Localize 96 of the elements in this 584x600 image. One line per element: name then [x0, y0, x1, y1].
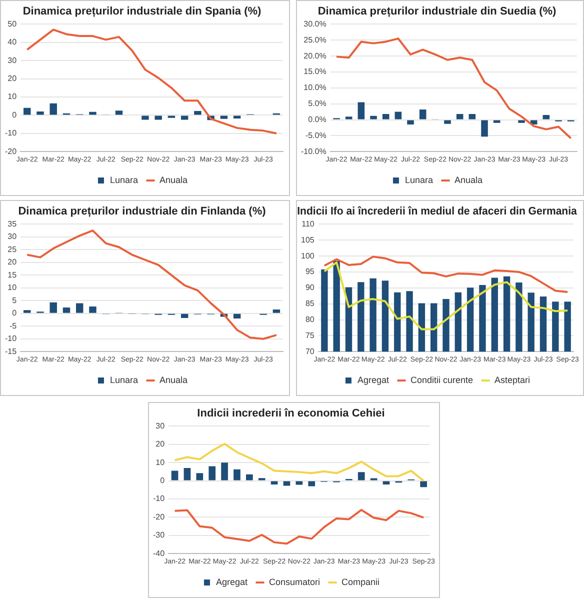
bar [233, 314, 241, 318]
y-tick-label: 80 [305, 314, 315, 324]
bar [382, 114, 390, 120]
y-tick-label: -10 [153, 494, 166, 504]
legend-label: Lunara [404, 174, 434, 185]
y-tick-label: 30.0% [304, 19, 326, 28]
bar [270, 481, 278, 484]
y-tick-label: 0.0% [308, 114, 326, 124]
y-tick-label: 25 [8, 244, 18, 254]
y-tick-label: 30 [8, 232, 18, 242]
bar [420, 481, 427, 488]
y-tick-label: 110 [302, 219, 315, 228]
bar [184, 468, 191, 480]
bar [180, 314, 188, 318]
y-tick-label: -20 [5, 146, 18, 156]
chart-title: Indicii Ifo ai încrederii în mediul de afaceri din Germania [297, 205, 578, 218]
y-tick-label: 15 [8, 270, 18, 280]
bar [444, 120, 451, 124]
bar [296, 481, 303, 485]
y-tick-label: -5 [9, 321, 18, 330]
legend-label: Asteptari [494, 374, 530, 385]
y-tick-label: -10 [5, 334, 18, 344]
chart-title: Dinamica prețurilor industriale din Finlanda (%) [18, 206, 266, 218]
chart-title: Dinamica prețurilor industriale din Suedia (%) [318, 6, 557, 18]
bar [419, 110, 426, 120]
legend-label: Lunara [110, 174, 138, 185]
bar [50, 302, 57, 313]
bar [246, 474, 253, 480]
bar [407, 120, 414, 125]
y-tick-label: 105 [300, 235, 315, 244]
chart-title: Indicii increderii în economia Cehiei [197, 408, 385, 420]
bar [456, 114, 464, 120]
y-tick-label: -10.0% [300, 146, 326, 156]
y-tick-label: 35 [8, 219, 18, 228]
y-tick-label: -30 [153, 530, 166, 540]
legend-label: Anuala [160, 374, 188, 385]
y-tick-label: -40 [153, 548, 166, 558]
legend-label: Anuala [160, 174, 188, 185]
legend-label: Companii [342, 576, 380, 587]
bar [382, 481, 390, 484]
y-tick-label: 0 [160, 476, 166, 486]
bar [62, 308, 70, 313]
legend-label: Agregat [216, 576, 248, 587]
y-tick-label: 50 [8, 19, 18, 28]
bar [234, 469, 240, 480]
bar [370, 116, 377, 120]
bar [394, 112, 402, 120]
bar [481, 120, 488, 137]
y-tick-label: 100 [300, 251, 315, 260]
bar [76, 303, 84, 313]
y-tick-label: -20 [153, 512, 166, 522]
bar [358, 102, 365, 120]
bar [272, 310, 280, 313]
bar [518, 120, 525, 123]
y-tick-label: 20 [156, 440, 166, 449]
legend-label: Anuala [454, 174, 483, 185]
y-tick-label: 85 [305, 299, 315, 308]
y-tick-label: -15 [5, 346, 18, 356]
bar [468, 114, 476, 120]
y-tick-label: 90 [305, 283, 315, 292]
y-tick-label: 10 [156, 458, 166, 467]
chart-title: Dinamica prețurilor industriale din Spania (%) [22, 6, 262, 18]
y-tick-label: 95 [305, 267, 315, 276]
bar [221, 462, 228, 480]
y-tick-label: 20 [8, 258, 18, 267]
y-tick-label: 30 [8, 56, 18, 65]
legend-label: Agregat [357, 374, 390, 385]
y-tick-label: 5 [12, 296, 18, 305]
y-tick-label: 10 [8, 283, 18, 292]
y-tick-label: 10.0% [304, 83, 326, 92]
y-tick-label: 10 [8, 92, 18, 102]
y-tick-label: 75 [305, 330, 315, 340]
y-tick-label: 20.0% [304, 51, 326, 60]
y-tick-label: 25.0% [304, 35, 326, 44]
y-tick-label: -5.0% [305, 130, 326, 140]
y-tick-label: -10 [5, 128, 18, 138]
y-tick-label: 0 [12, 110, 18, 120]
legend-label: Consumatori [268, 576, 320, 587]
bar [345, 116, 352, 120]
bar [308, 481, 316, 486]
bar [24, 310, 31, 313]
bar [89, 306, 96, 313]
bar [542, 114, 550, 120]
bar [196, 473, 204, 480]
y-tick-label: 30 [156, 421, 166, 430]
bar [208, 466, 216, 480]
y-tick-label: 20 [8, 74, 18, 84]
legend-label: Lunara [110, 374, 138, 385]
bar [358, 472, 365, 480]
bar [171, 470, 178, 480]
y-tick-label: 70 [305, 346, 315, 356]
y-tick-label: 15.0% [304, 67, 326, 76]
y-tick-label: 0 [12, 308, 18, 318]
y-tick-label: 40 [8, 38, 18, 47]
y-tick-label: 5.0% [308, 99, 326, 108]
legend-label: Conditii curente [410, 374, 474, 385]
